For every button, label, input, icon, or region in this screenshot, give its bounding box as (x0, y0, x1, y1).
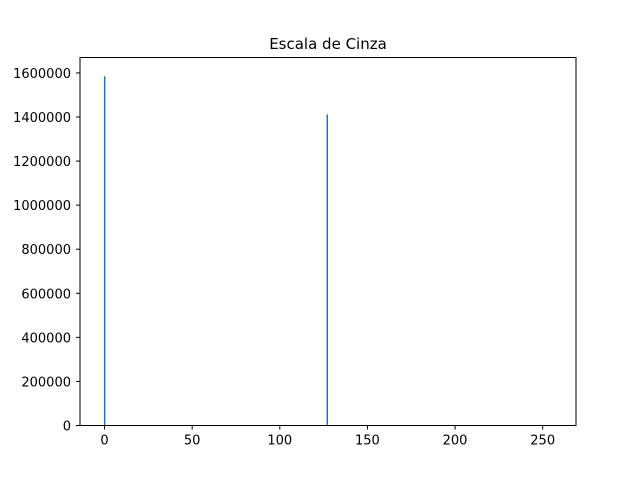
x-tick-label: 200 (443, 434, 468, 449)
y-tick-label: 1400000 (13, 111, 71, 126)
y-tick-label: 800000 (21, 243, 71, 258)
y-tick-label: 600000 (21, 287, 71, 302)
histogram-bar (103, 76, 106, 426)
y-tick-label: 400000 (21, 331, 71, 346)
y-tick-label: 200000 (21, 375, 71, 390)
y-tick-label: 1200000 (13, 155, 71, 170)
x-tick-label: 250 (530, 434, 555, 449)
y-tick-label: 1600000 (13, 67, 71, 82)
bars-group (103, 76, 329, 426)
y-tick-label: 0 (63, 420, 71, 435)
x-axis: 0 50 100 150 200 250 (100, 425, 555, 449)
chart-title: Escala de Cinza (269, 35, 387, 53)
y-tick-label: 1000000 (13, 199, 71, 214)
x-tick-label: 0 (100, 434, 108, 449)
x-tick-label: 150 (355, 434, 380, 449)
histogram-bar (326, 114, 329, 426)
x-tick-label: 50 (184, 434, 201, 449)
x-tick-label: 100 (267, 434, 292, 449)
y-axis: 0 200000 400000 600000 800000 1000000 1200000 1… (13, 67, 80, 435)
plot-frame (79, 57, 577, 426)
